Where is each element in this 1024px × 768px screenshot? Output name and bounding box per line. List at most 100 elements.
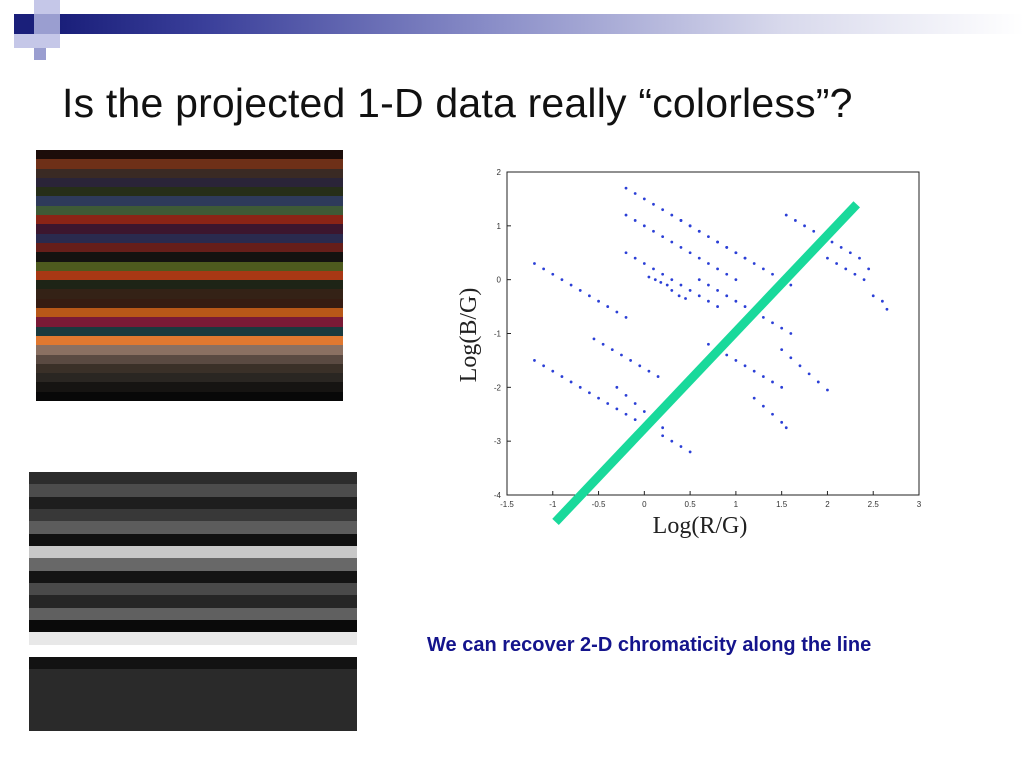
data-point xyxy=(665,283,669,287)
data-point xyxy=(697,229,701,233)
data-point xyxy=(812,229,816,233)
data-point xyxy=(624,412,628,416)
data-point xyxy=(551,369,555,373)
data-point xyxy=(633,192,637,195)
deco-square xyxy=(34,34,60,48)
stripe xyxy=(36,298,343,309)
data-point xyxy=(597,299,600,303)
data-point xyxy=(624,315,628,319)
data-point xyxy=(670,278,674,282)
stripe xyxy=(29,632,357,645)
data-point xyxy=(798,364,802,368)
y-axis-ticks: -4 -3 -2 -1 0 1 2 xyxy=(494,168,511,500)
data-point xyxy=(647,275,651,279)
y-tick-label: -2 xyxy=(494,383,502,392)
stripe xyxy=(36,196,343,206)
stripe xyxy=(36,382,343,392)
data-point xyxy=(542,267,546,271)
data-point xyxy=(688,224,692,228)
title-gradient-band xyxy=(60,14,1024,34)
data-point xyxy=(615,407,619,411)
stripe xyxy=(36,354,343,364)
stripe xyxy=(29,472,357,485)
data-point xyxy=(610,348,614,352)
data-point xyxy=(780,348,784,352)
data-point xyxy=(684,297,687,300)
stripe xyxy=(36,150,343,160)
data-point xyxy=(624,186,628,190)
data-point xyxy=(661,272,665,276)
stripe xyxy=(36,363,343,374)
stripe xyxy=(36,391,343,402)
stripe xyxy=(36,289,343,299)
data-point xyxy=(677,294,681,298)
y-tick-label: 0 xyxy=(497,276,502,285)
deco-square xyxy=(34,0,60,14)
data-point xyxy=(771,321,774,325)
data-point xyxy=(606,402,610,405)
data-point xyxy=(652,267,655,271)
data-point xyxy=(661,235,665,238)
data-point xyxy=(697,256,701,260)
data-point xyxy=(601,342,605,346)
data-point xyxy=(697,278,701,282)
data-point xyxy=(725,272,729,276)
data-point xyxy=(761,267,765,271)
stripe xyxy=(29,558,357,571)
data-point xyxy=(638,364,642,368)
data-point xyxy=(716,240,719,244)
x-tick-label: 2.5 xyxy=(868,500,880,509)
data-point xyxy=(679,445,683,448)
y-axis-label: Log(B/G) xyxy=(456,288,482,383)
data-point xyxy=(789,283,793,287)
stripe xyxy=(29,681,357,694)
data-point xyxy=(743,364,747,368)
stripe xyxy=(36,270,343,281)
data-point xyxy=(615,385,619,389)
data-point xyxy=(867,267,871,271)
data-point xyxy=(707,262,710,265)
data-point xyxy=(780,420,784,424)
stripe xyxy=(36,252,343,262)
data-point xyxy=(844,267,848,271)
data-point xyxy=(725,294,729,298)
data-point xyxy=(629,359,632,362)
data-point xyxy=(615,310,619,314)
data-point xyxy=(734,251,738,255)
data-point xyxy=(885,307,889,311)
data-point xyxy=(816,380,820,384)
data-point xyxy=(780,326,784,330)
data-point xyxy=(679,219,683,222)
stripe xyxy=(29,533,357,546)
data-point xyxy=(826,256,829,260)
stripe xyxy=(29,508,357,522)
x-tick-label: -0.5 xyxy=(592,500,606,509)
data-point xyxy=(588,391,591,395)
data-point xyxy=(551,272,555,276)
data-point xyxy=(848,251,852,255)
data-point xyxy=(789,332,793,335)
data-point xyxy=(707,283,710,287)
stripe xyxy=(36,373,343,383)
data-point xyxy=(624,213,628,217)
projection-line xyxy=(552,201,861,526)
stripe xyxy=(36,280,343,290)
stripe xyxy=(36,317,343,327)
data-point xyxy=(652,229,655,233)
deco-square xyxy=(14,14,34,34)
data-point xyxy=(734,359,738,362)
data-point xyxy=(761,315,765,319)
data-point xyxy=(624,251,628,255)
stripe xyxy=(29,570,357,583)
stripe xyxy=(29,607,357,620)
stripe xyxy=(36,168,343,178)
data-point xyxy=(542,364,546,368)
data-point xyxy=(633,256,637,260)
data-point xyxy=(670,289,674,292)
data-point xyxy=(578,289,582,292)
data-point xyxy=(642,410,646,413)
stripe xyxy=(36,159,343,169)
data-point xyxy=(670,439,674,443)
data-point xyxy=(784,426,788,430)
data-point xyxy=(588,294,591,298)
